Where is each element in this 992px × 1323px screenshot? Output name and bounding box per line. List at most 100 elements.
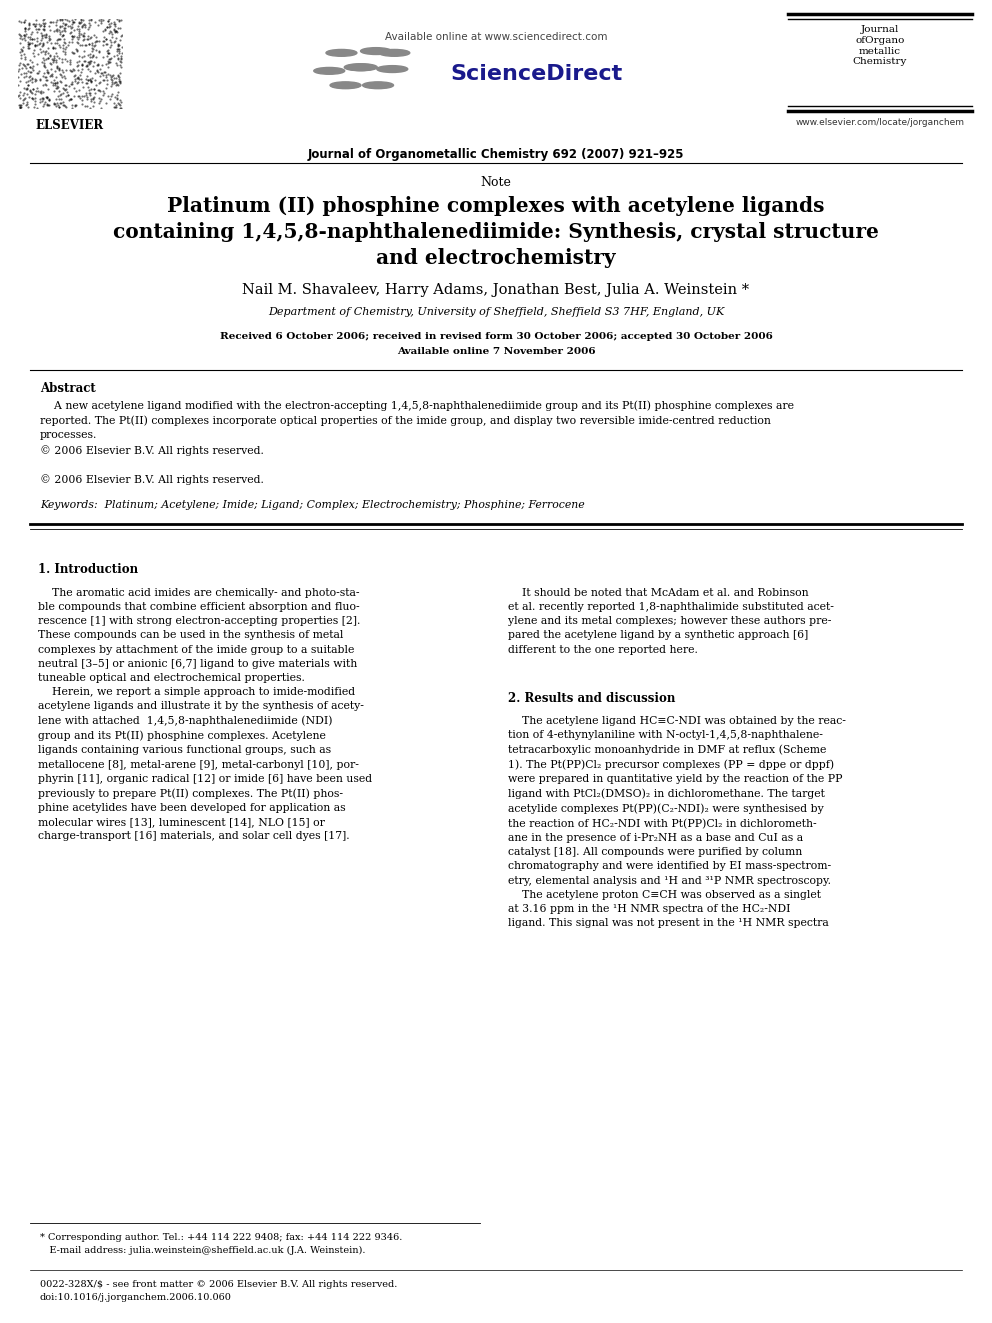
Point: [71, 69, 87, 90]
Point: [103, 12, 119, 33]
Point: [69, 60, 85, 81]
Point: [32, 19, 48, 40]
Point: [16, 44, 32, 65]
Point: [14, 41, 30, 62]
Point: [80, 28, 96, 49]
Point: [78, 85, 94, 106]
Point: [106, 93, 122, 114]
Point: [103, 48, 119, 69]
Point: [112, 29, 128, 50]
Point: [24, 67, 40, 89]
Text: Available online 7 November 2006: Available online 7 November 2006: [397, 347, 595, 356]
Circle shape: [346, 64, 377, 70]
Point: [82, 28, 98, 49]
Point: [97, 78, 113, 99]
Point: [67, 70, 83, 91]
Point: [101, 42, 117, 64]
Point: [103, 22, 119, 44]
Point: [62, 49, 78, 70]
Point: [52, 20, 67, 41]
Point: [37, 91, 53, 112]
Text: E-mail address: julia.weinstein@sheffield.ac.uk (J.A. Weinstein).: E-mail address: julia.weinstein@sheffiel…: [40, 1246, 365, 1256]
Point: [52, 46, 67, 67]
Point: [63, 73, 79, 94]
Point: [49, 58, 64, 79]
Point: [107, 30, 123, 52]
Point: [65, 42, 81, 64]
Point: [10, 74, 26, 95]
Point: [44, 54, 60, 75]
Point: [89, 60, 105, 81]
Point: [76, 29, 92, 50]
Point: [109, 89, 125, 110]
Point: [108, 95, 124, 116]
Point: [85, 56, 101, 77]
Circle shape: [313, 67, 344, 74]
Point: [107, 86, 123, 107]
Point: [60, 34, 75, 56]
Point: [104, 73, 120, 94]
Point: [113, 98, 129, 119]
Point: [98, 54, 114, 75]
Text: www.elsevier.com/locate/jorganchem: www.elsevier.com/locate/jorganchem: [796, 118, 964, 127]
Point: [65, 12, 81, 33]
Point: [58, 60, 73, 81]
Point: [72, 61, 88, 82]
Point: [83, 50, 99, 71]
Point: [75, 77, 91, 98]
Point: [104, 26, 120, 48]
Point: [106, 97, 122, 118]
Point: [69, 32, 85, 53]
Point: [37, 53, 53, 74]
Point: [109, 41, 125, 62]
Point: [53, 9, 68, 30]
Point: [58, 36, 73, 57]
Point: [21, 33, 37, 54]
Point: [27, 34, 43, 56]
Point: [83, 90, 99, 111]
Point: [50, 75, 65, 97]
Point: [59, 85, 74, 106]
Point: [80, 77, 96, 98]
Point: [62, 52, 78, 73]
Point: [59, 74, 74, 95]
Point: [39, 62, 55, 83]
Point: [76, 86, 92, 107]
Point: [66, 67, 82, 89]
Point: [111, 40, 127, 61]
Point: [64, 32, 80, 53]
Point: [65, 12, 81, 33]
Point: [66, 42, 82, 64]
Point: [68, 95, 84, 116]
Point: [32, 38, 48, 60]
Point: [21, 34, 37, 56]
Point: [82, 85, 98, 106]
Point: [58, 74, 73, 95]
Point: [101, 49, 117, 70]
Point: [22, 28, 38, 49]
Point: [48, 52, 63, 73]
Point: [17, 62, 33, 83]
Point: [30, 19, 46, 40]
Point: [109, 54, 125, 75]
Point: [92, 71, 108, 93]
Point: [61, 89, 76, 110]
Point: [18, 66, 34, 87]
Point: [34, 52, 50, 73]
Point: [16, 12, 32, 33]
Point: [31, 13, 47, 34]
Point: [65, 85, 81, 106]
Point: [29, 81, 45, 102]
Point: [100, 85, 116, 106]
Point: [48, 19, 63, 40]
Point: [68, 26, 84, 48]
Point: [32, 91, 48, 112]
Point: [82, 83, 98, 105]
Point: [16, 93, 32, 114]
Point: [13, 48, 29, 69]
Point: [111, 9, 127, 30]
Point: [19, 71, 35, 93]
Point: [20, 91, 36, 112]
Point: [99, 33, 115, 54]
Text: Received 6 October 2006; received in revised form 30 October 2006; accepted 30 O: Received 6 October 2006; received in rev…: [219, 332, 773, 341]
